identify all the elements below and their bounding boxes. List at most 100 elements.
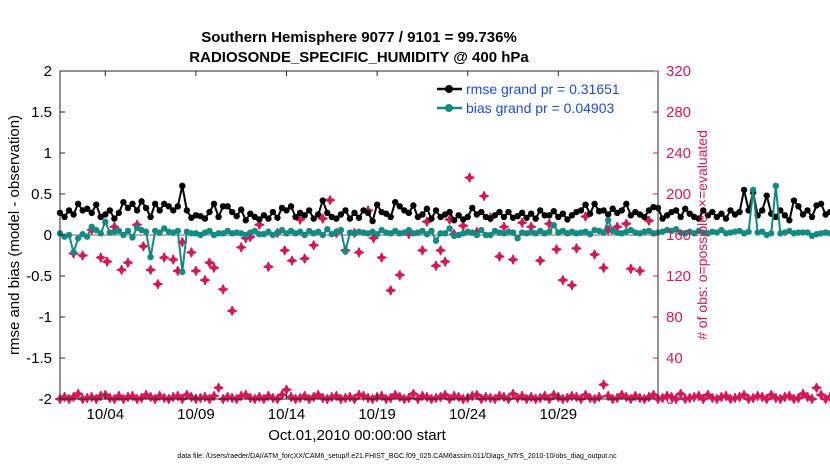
rmse-point: [795, 203, 802, 210]
rmse-point: [568, 212, 576, 219]
rmse-point: [364, 209, 372, 217]
obs-possible-point: [154, 390, 165, 401]
rmse-point: [546, 212, 553, 219]
rmse-point: [392, 199, 399, 206]
rmse-point: [301, 212, 308, 219]
x-axis-label: Oct.01,2010 00:00:00 start: [268, 427, 446, 444]
chart-subtitle: RADIOSONDE_SPECIFIC_HUMIDITY @ 400 hPa: [189, 49, 529, 66]
rmse-point: [238, 206, 245, 213]
obs-evaluated-point: [376, 252, 387, 263]
rmse-point: [396, 203, 403, 210]
rmse-point: [582, 201, 589, 208]
rmse-point: [228, 208, 236, 216]
rmse-point: [142, 204, 150, 212]
rmse-point: [315, 211, 322, 218]
x-tick-label: 10/09: [177, 406, 215, 423]
bias-point: [482, 231, 490, 239]
rmse-point: [410, 202, 417, 209]
obs-possible-point: [59, 391, 70, 402]
obs-evaluated-point: [168, 254, 179, 265]
rmse-point: [772, 213, 779, 221]
obs-evaluated-point: [621, 218, 632, 229]
rmse-point: [201, 215, 209, 222]
obs-possible-point: [571, 391, 582, 402]
obs-possible-point: [263, 390, 274, 401]
rmse-point: [265, 215, 272, 222]
y-tick-label: 1.5: [31, 104, 52, 121]
obs-possible-point: [358, 390, 369, 401]
rmse-point: [319, 197, 326, 204]
obs-evaluated-point: [299, 253, 310, 264]
obs-evaluated-point: [138, 241, 149, 252]
obs-possible-point: [698, 393, 709, 405]
obs-evaluated-point: [643, 215, 654, 226]
rmse-point: [496, 208, 503, 216]
rmse-point: [586, 210, 594, 217]
obs-evaluated-point: [589, 249, 600, 260]
y-tick-label: 0.5: [31, 186, 52, 203]
rmse-point: [287, 203, 295, 210]
rmse-point: [428, 215, 435, 222]
obs-possible-point: [797, 388, 808, 399]
obs-evaluated-point: [190, 265, 201, 276]
obs-possible-point: [363, 392, 374, 403]
y-tick-label: 2: [44, 63, 52, 80]
obs-evaluated-point: [440, 256, 451, 267]
obs-possible-point: [159, 392, 170, 403]
bias-point: [337, 226, 345, 234]
bias-point: [188, 230, 195, 237]
obs-evaluated-point: [199, 275, 210, 286]
rmse-point: [704, 212, 712, 219]
rmse-point: [736, 208, 743, 216]
rmse-point: [138, 198, 145, 205]
rmse-point: [527, 210, 535, 217]
obs-possible-point: [104, 392, 115, 403]
obs-possible-point: [761, 393, 772, 405]
rmse-point: [405, 209, 413, 217]
bias-point: [672, 226, 680, 233]
rmse-point: [269, 208, 277, 216]
obs-possible-point: [752, 390, 763, 401]
obs-possible-point: [802, 391, 813, 402]
bias-point: [102, 218, 109, 226]
rmse-point: [74, 200, 82, 208]
rmse-point: [478, 208, 485, 216]
x-tick-label: 10/19: [358, 406, 396, 423]
rmse-point: [446, 208, 453, 216]
rmse-point: [83, 205, 91, 212]
rmse-point: [274, 214, 281, 221]
x-tick-label: 10/24: [449, 406, 487, 423]
rmse-point: [174, 203, 181, 210]
obs-possible-point: [186, 391, 197, 402]
rmse-point: [518, 209, 526, 217]
rmse-point: [500, 213, 508, 221]
rmse-point: [151, 200, 159, 208]
rmse-point: [759, 207, 766, 214]
legend-bias-label: bias grand pr = 0.04903: [466, 100, 614, 116]
bias-point: [124, 227, 132, 235]
obs-possible-point: [209, 390, 220, 401]
obs-evaluated-point: [508, 254, 519, 265]
bias-point: [745, 228, 752, 235]
data-file-footer: data file: /Users/raeder/DAI/ATM_forcXX/…: [177, 453, 617, 460]
rmse-point: [487, 215, 494, 222]
x-tick-label: 10/14: [268, 406, 306, 423]
rmse-point: [623, 200, 630, 208]
bias-point: [768, 230, 775, 237]
bias-point: [65, 231, 73, 239]
y2-tick-label: 40: [666, 350, 683, 367]
obs-possible-point: [73, 388, 84, 399]
rmse-point: [373, 201, 381, 208]
rmse-point: [210, 200, 218, 208]
rmse-point: [686, 210, 693, 217]
rmse-point: [387, 213, 394, 221]
rmse-point: [641, 213, 648, 221]
rmse-point: [382, 210, 390, 217]
bias-point: [509, 229, 517, 236]
obs-possible-point: [720, 390, 731, 401]
obs-evaluated-point: [152, 279, 163, 290]
bias-point: [826, 230, 830, 237]
y-axis-label: rmse and bias (model - observation): [6, 115, 23, 355]
obs-possible-point: [199, 391, 210, 402]
bias-point: [74, 235, 82, 242]
